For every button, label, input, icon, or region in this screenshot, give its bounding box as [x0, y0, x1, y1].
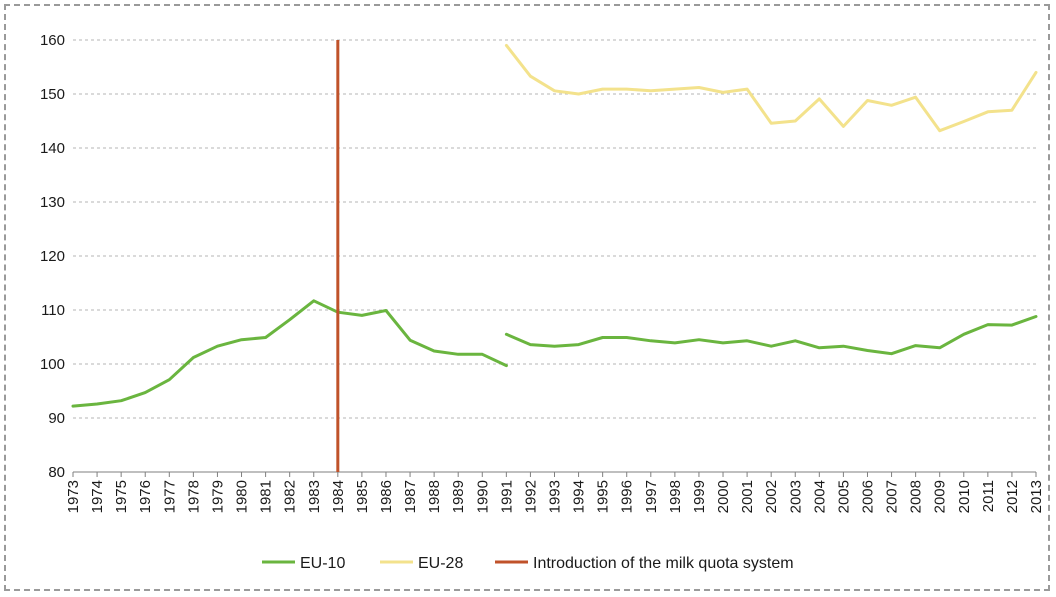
- x-tick-label-1991: 1991: [498, 480, 515, 513]
- x-tick-label-2001: 2001: [739, 480, 756, 513]
- x-tick-label-1981: 1981: [258, 480, 275, 513]
- legend-label-1: EU-10: [300, 555, 345, 572]
- x-tick-label-2006: 2006: [859, 480, 876, 513]
- x-tick-label-1990: 1990: [474, 480, 491, 513]
- x-tick-label-1973: 1973: [65, 480, 82, 513]
- series-line-eu-10-segment-2: [504, 315, 1038, 356]
- y-tick-label-140: 140: [40, 140, 65, 157]
- x-tick-label-1997: 1997: [643, 480, 660, 513]
- series-group: [71, 43, 1038, 408]
- series-line-eu-10-segment-1: [71, 299, 508, 408]
- x-tick-label-1978: 1978: [185, 480, 202, 513]
- x-tick-label-1985: 1985: [354, 480, 371, 513]
- y-tick-label-130: 130: [40, 194, 65, 211]
- legend: EU-10 EU-28 Introduction of the milk quota…: [262, 555, 794, 572]
- y-tick-label-80: 80: [48, 464, 65, 481]
- x-tick-label-1992: 1992: [522, 480, 539, 513]
- y-tick-label-150: 150: [40, 86, 65, 103]
- x-tick-label-2008: 2008: [908, 480, 925, 513]
- y-tick-label-90: 90: [48, 410, 65, 427]
- x-tick-label-1987: 1987: [402, 480, 419, 513]
- x-tick-label-1976: 1976: [137, 480, 154, 513]
- x-tick-label-1980: 1980: [234, 480, 251, 513]
- x-tick-label-2004: 2004: [811, 480, 828, 513]
- legend-label-3: Introduction of the milk quota system: [533, 555, 794, 572]
- x-tick-label-1999: 1999: [691, 480, 708, 513]
- x-tick-label-1979: 1979: [209, 480, 226, 513]
- x-tick-label-1988: 1988: [426, 480, 443, 513]
- x-tick-label-1983: 1983: [306, 480, 323, 513]
- y-tick-label-110: 110: [41, 302, 65, 319]
- x-tick-label-1994: 1994: [571, 480, 588, 513]
- x-tick-label-1984: 1984: [330, 480, 347, 513]
- y-tick-label-120: 120: [40, 248, 65, 265]
- x-tick-label-1975: 1975: [113, 480, 130, 513]
- x-tick-label-2013: 2013: [1028, 480, 1045, 513]
- x-axis: 1973 1974 1975 1976 1977 1978 1979 1980 1981 1982…: [65, 471, 1045, 513]
- y-tick-label-160: 160: [40, 32, 65, 49]
- x-tick-label-1995: 1995: [595, 480, 612, 513]
- x-tick-label-1996: 1996: [619, 480, 636, 513]
- x-tick-label-2003: 2003: [787, 480, 804, 513]
- x-tick-label-2005: 2005: [835, 480, 852, 513]
- x-tick-label-2011: 2011: [980, 480, 997, 512]
- grid-lines: [73, 39, 1036, 419]
- y-tick-label-100: 100: [40, 356, 65, 373]
- x-tick-label-2009: 2009: [932, 480, 949, 513]
- legend-label-2: EU-28: [418, 555, 463, 572]
- x-tick-label-1989: 1989: [450, 480, 467, 513]
- y-axis: 80 90 100 110 120 130 140 150 160: [40, 32, 65, 481]
- x-tick-label-2010: 2010: [956, 480, 973, 513]
- x-tick-label-1974: 1974: [89, 480, 106, 513]
- x-tick-label-1977: 1977: [161, 480, 178, 513]
- series-line-eu-28-segment-1: [504, 43, 1038, 133]
- x-tick-label-2000: 2000: [715, 480, 732, 513]
- x-tick-label-2007: 2007: [884, 480, 901, 513]
- x-tick-label-1998: 1998: [667, 480, 684, 513]
- x-tick-label-1993: 1993: [547, 480, 564, 513]
- x-tick-label-1982: 1982: [282, 480, 299, 513]
- x-tick-label-1986: 1986: [378, 480, 395, 513]
- x-tick-label-2002: 2002: [763, 480, 780, 513]
- x-tick-label-2012: 2012: [1004, 480, 1021, 513]
